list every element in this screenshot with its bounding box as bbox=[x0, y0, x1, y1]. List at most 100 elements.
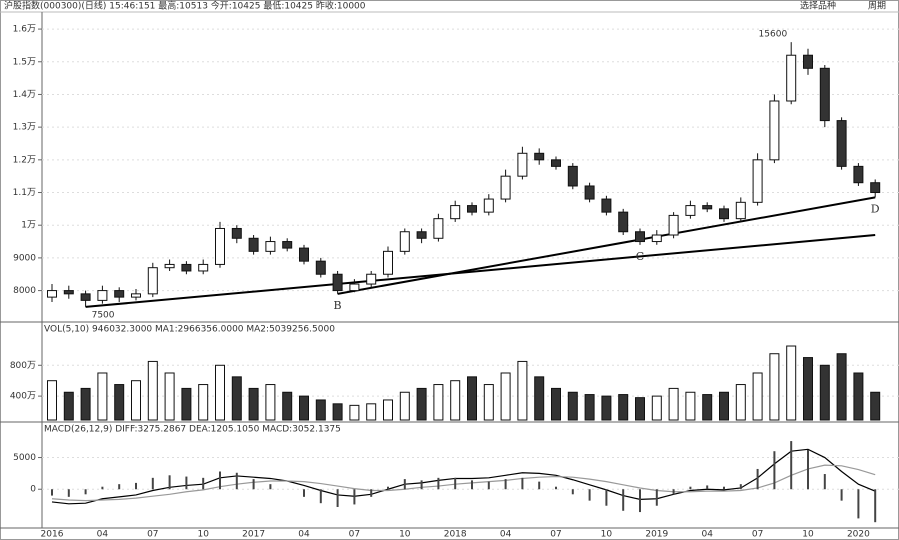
y-tick-label: 8000 bbox=[13, 286, 36, 296]
volume-bar bbox=[349, 404, 360, 421]
candle-body bbox=[752, 159, 763, 203]
volume-bar bbox=[769, 353, 780, 421]
volume-bar bbox=[483, 384, 494, 421]
candle-body bbox=[366, 273, 377, 285]
volume-bar bbox=[80, 387, 91, 421]
candle-body bbox=[198, 263, 209, 272]
volume-bar bbox=[584, 394, 595, 421]
candle-body bbox=[601, 198, 612, 213]
candle-body bbox=[383, 250, 393, 275]
candle-body bbox=[433, 218, 444, 239]
x-tick-label: 07 bbox=[349, 530, 360, 540]
candle-body bbox=[534, 152, 545, 161]
y-tick-label: 1.3万 bbox=[13, 123, 36, 133]
volume-bar bbox=[198, 384, 209, 421]
x-tick-label: 04 bbox=[500, 530, 512, 540]
macd-line bbox=[51, 448, 876, 505]
button[interactable]: 选择品种 bbox=[800, 0, 836, 12]
volume-bar bbox=[819, 364, 830, 421]
point-marker: C bbox=[636, 250, 644, 263]
volume-bar bbox=[282, 391, 293, 421]
volume-bar bbox=[114, 384, 125, 421]
volume-bar bbox=[702, 394, 713, 421]
y-tick-label: 1.1万 bbox=[13, 188, 36, 198]
volume-bar bbox=[567, 391, 578, 421]
candle-body bbox=[181, 263, 192, 272]
volume-bar bbox=[63, 391, 74, 421]
x-tick-label: 10 bbox=[601, 530, 613, 540]
volume-bar bbox=[315, 399, 326, 421]
x-tick-label: 07 bbox=[550, 530, 561, 540]
button[interactable]: 周期 bbox=[868, 1, 886, 12]
candle-body bbox=[584, 185, 595, 200]
volume-bar bbox=[719, 391, 729, 421]
volume-bar bbox=[534, 376, 545, 421]
candle-body bbox=[668, 214, 679, 236]
volume-bar bbox=[265, 384, 276, 421]
trendline bbox=[337, 196, 876, 295]
volume-bar bbox=[551, 387, 561, 421]
volume-bar bbox=[181, 387, 192, 421]
x-tick-label: 2017 bbox=[242, 530, 265, 540]
candle-body bbox=[131, 293, 141, 298]
candle-body bbox=[97, 290, 108, 301]
y-tick-label: 1.2万 bbox=[13, 155, 36, 165]
y-tick-label: 1.4万 bbox=[13, 90, 36, 100]
candle-body bbox=[147, 267, 158, 295]
candle-body bbox=[853, 165, 864, 184]
x-tick-label: 10 bbox=[399, 530, 411, 540]
candle-body bbox=[450, 205, 461, 220]
volume-bar bbox=[601, 395, 612, 421]
price-annotation: 7500 bbox=[92, 310, 115, 320]
panel-title: MACD(26,12,9) DIFF:3275.2867 DEA:1205.10… bbox=[44, 425, 341, 435]
candle-body bbox=[416, 231, 427, 239]
candle-body bbox=[870, 182, 881, 194]
volume-bar bbox=[786, 345, 797, 421]
y-tick-label: 0 bbox=[30, 485, 36, 495]
x-tick-label: 2020 bbox=[847, 530, 870, 540]
volume-bar bbox=[635, 397, 645, 421]
volume-bar bbox=[651, 395, 662, 421]
candle-body bbox=[215, 227, 225, 265]
volume-bar bbox=[467, 376, 477, 421]
volume-bar bbox=[836, 353, 847, 421]
volume-bar bbox=[803, 357, 813, 421]
volume-bar bbox=[97, 372, 108, 421]
macd-line bbox=[51, 464, 876, 502]
panel-title: VOL(5,10) 946032.3000 MA1:2966356.0000 M… bbox=[44, 325, 335, 335]
volume-bar bbox=[332, 403, 343, 421]
point-marker: B bbox=[334, 299, 342, 312]
candle-body bbox=[819, 67, 830, 122]
x-tick-label: 2019 bbox=[645, 530, 668, 540]
y-tick-label: 1.6万 bbox=[13, 25, 36, 35]
volume-bar bbox=[47, 380, 57, 421]
volume-bar bbox=[231, 376, 242, 421]
volume-bar bbox=[752, 372, 763, 421]
candle-body bbox=[265, 241, 276, 252]
x-tick-label: 2016 bbox=[41, 530, 64, 540]
price-annotation: 15600 bbox=[759, 30, 788, 40]
volume-bar bbox=[164, 372, 175, 421]
candle-body bbox=[164, 263, 175, 269]
volume-bar bbox=[299, 395, 309, 421]
candle-body bbox=[467, 205, 477, 213]
candle-body bbox=[836, 120, 847, 167]
volume-bar bbox=[870, 391, 881, 421]
candle-body bbox=[551, 159, 561, 167]
candle-body bbox=[786, 54, 797, 102]
volume-bar bbox=[383, 399, 393, 421]
y-tick-label: 5000 bbox=[13, 453, 36, 463]
x-tick-label: 04 bbox=[701, 530, 713, 540]
volume-bar bbox=[735, 384, 746, 421]
y-tick-label: 1万 bbox=[21, 221, 36, 231]
volume-bar bbox=[500, 372, 511, 421]
candle-body bbox=[702, 205, 713, 210]
candle-body bbox=[299, 247, 309, 262]
volume-bar bbox=[853, 372, 864, 421]
x-tick-label: 04 bbox=[97, 530, 109, 540]
candle-body bbox=[618, 211, 629, 233]
volume-bar bbox=[450, 380, 461, 421]
candle-body bbox=[47, 290, 57, 298]
